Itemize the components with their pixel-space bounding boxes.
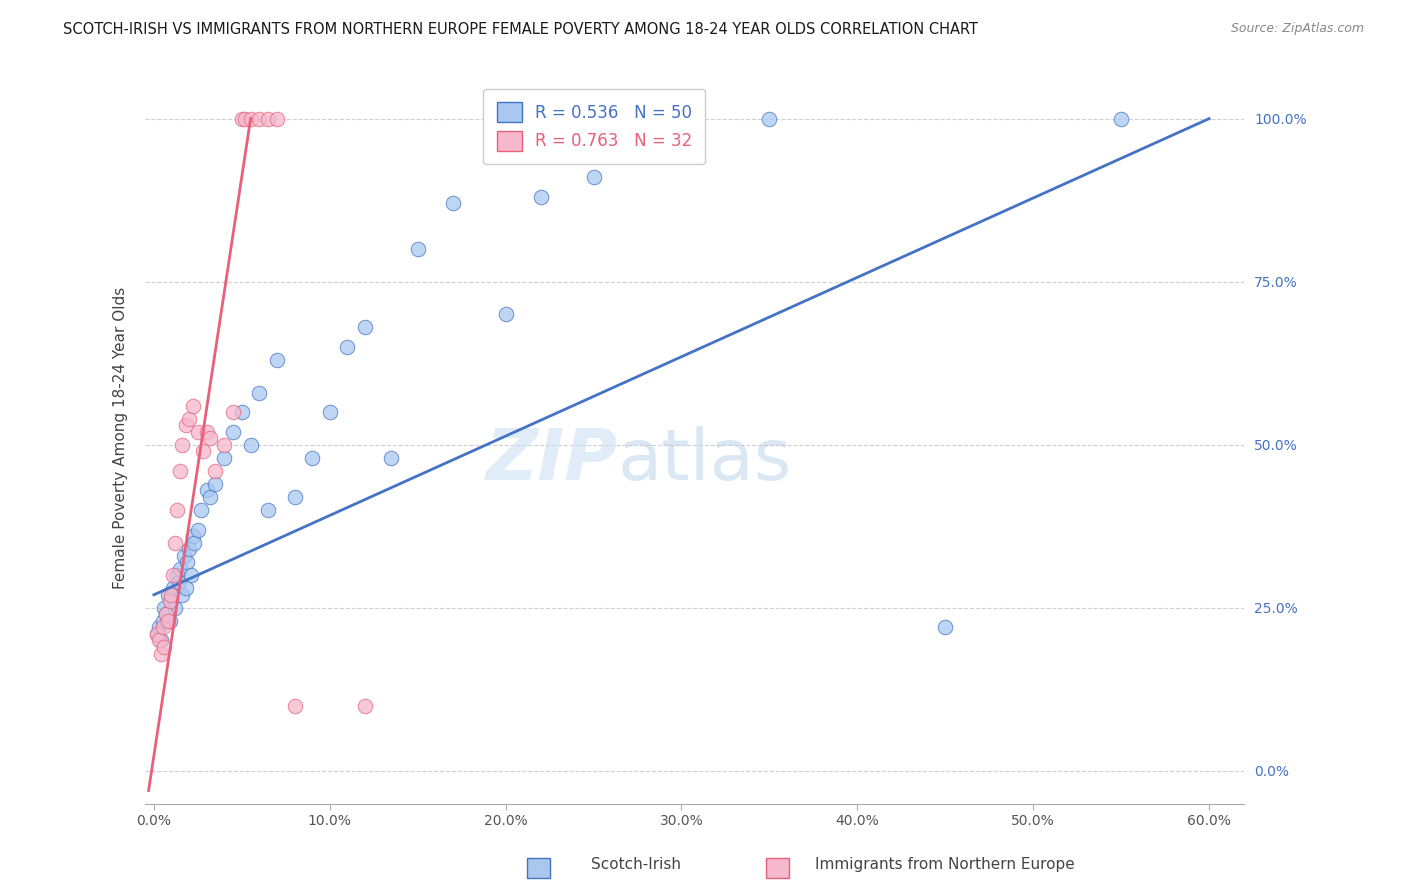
Point xyxy=(204,477,226,491)
Point xyxy=(167,574,190,589)
Point xyxy=(671,112,693,126)
Text: ZIP: ZIP xyxy=(485,425,617,495)
Point xyxy=(160,594,183,608)
Point xyxy=(195,425,218,439)
Text: Source: ZipAtlas.com: Source: ZipAtlas.com xyxy=(1230,22,1364,36)
Point xyxy=(177,411,200,425)
Point xyxy=(934,620,956,634)
Point xyxy=(266,112,288,126)
Legend: R = 0.536   N = 50, R = 0.763   N = 32: R = 0.536 N = 50, R = 0.763 N = 32 xyxy=(484,88,706,164)
Point xyxy=(1109,112,1132,126)
Text: atlas: atlas xyxy=(617,425,792,495)
Point xyxy=(146,627,169,641)
Point xyxy=(153,640,176,654)
Point xyxy=(233,112,256,126)
Point xyxy=(173,549,195,563)
Point xyxy=(247,112,270,126)
Point xyxy=(231,112,253,126)
Point xyxy=(176,555,198,569)
Point xyxy=(441,196,464,211)
Point xyxy=(181,529,204,543)
Point xyxy=(191,444,214,458)
Point xyxy=(160,588,183,602)
Point xyxy=(212,438,235,452)
Point xyxy=(180,568,202,582)
Point xyxy=(247,385,270,400)
Y-axis label: Female Poverty Among 18-24 Year Olds: Female Poverty Among 18-24 Year Olds xyxy=(114,287,128,590)
Point xyxy=(159,614,181,628)
Point xyxy=(152,614,174,628)
Point xyxy=(195,483,218,498)
Point xyxy=(166,568,188,582)
Point xyxy=(284,490,307,504)
Point xyxy=(155,607,177,622)
Point xyxy=(148,620,170,634)
Point xyxy=(354,698,377,713)
Point xyxy=(257,503,280,517)
Point xyxy=(530,190,553,204)
Point xyxy=(198,490,221,504)
Text: Immigrants from Northern Europe: Immigrants from Northern Europe xyxy=(815,857,1076,872)
Point xyxy=(177,542,200,557)
Text: SCOTCH-IRISH VS IMMIGRANTS FROM NORTHERN EUROPE FEMALE POVERTY AMONG 18-24 YEAR : SCOTCH-IRISH VS IMMIGRANTS FROM NORTHERN… xyxy=(63,22,979,37)
Point xyxy=(163,600,186,615)
Point xyxy=(758,112,780,126)
Text: Scotch-Irish: Scotch-Irish xyxy=(591,857,681,872)
Point xyxy=(187,425,209,439)
Point xyxy=(301,450,323,465)
Point xyxy=(162,568,184,582)
Point xyxy=(162,581,184,595)
Point xyxy=(183,535,205,549)
Point xyxy=(636,145,658,159)
Point xyxy=(181,399,204,413)
Point xyxy=(239,438,262,452)
Point xyxy=(190,503,212,517)
Point xyxy=(231,405,253,419)
Point xyxy=(198,431,221,445)
Point xyxy=(149,647,172,661)
Point xyxy=(169,562,191,576)
Point xyxy=(495,307,517,321)
Point xyxy=(152,620,174,634)
Point xyxy=(169,464,191,478)
Point xyxy=(239,112,262,126)
Point xyxy=(204,464,226,478)
Point xyxy=(166,503,188,517)
Point xyxy=(222,405,245,419)
Point xyxy=(170,438,193,452)
Point xyxy=(156,614,179,628)
Point xyxy=(284,698,307,713)
Point xyxy=(222,425,245,439)
Point xyxy=(170,588,193,602)
Point xyxy=(156,588,179,602)
Point xyxy=(174,581,197,595)
Point xyxy=(155,607,177,622)
Point xyxy=(582,170,605,185)
Point xyxy=(354,320,377,334)
Point xyxy=(148,633,170,648)
Point xyxy=(406,242,429,256)
Point xyxy=(319,405,342,419)
Point xyxy=(174,418,197,433)
Point xyxy=(146,627,169,641)
Point xyxy=(187,523,209,537)
Point xyxy=(266,353,288,368)
Point xyxy=(153,600,176,615)
Point xyxy=(159,594,181,608)
Point xyxy=(257,112,280,126)
Point xyxy=(380,450,402,465)
Point xyxy=(212,450,235,465)
Point xyxy=(163,535,186,549)
Point xyxy=(336,340,359,354)
Point xyxy=(149,633,172,648)
